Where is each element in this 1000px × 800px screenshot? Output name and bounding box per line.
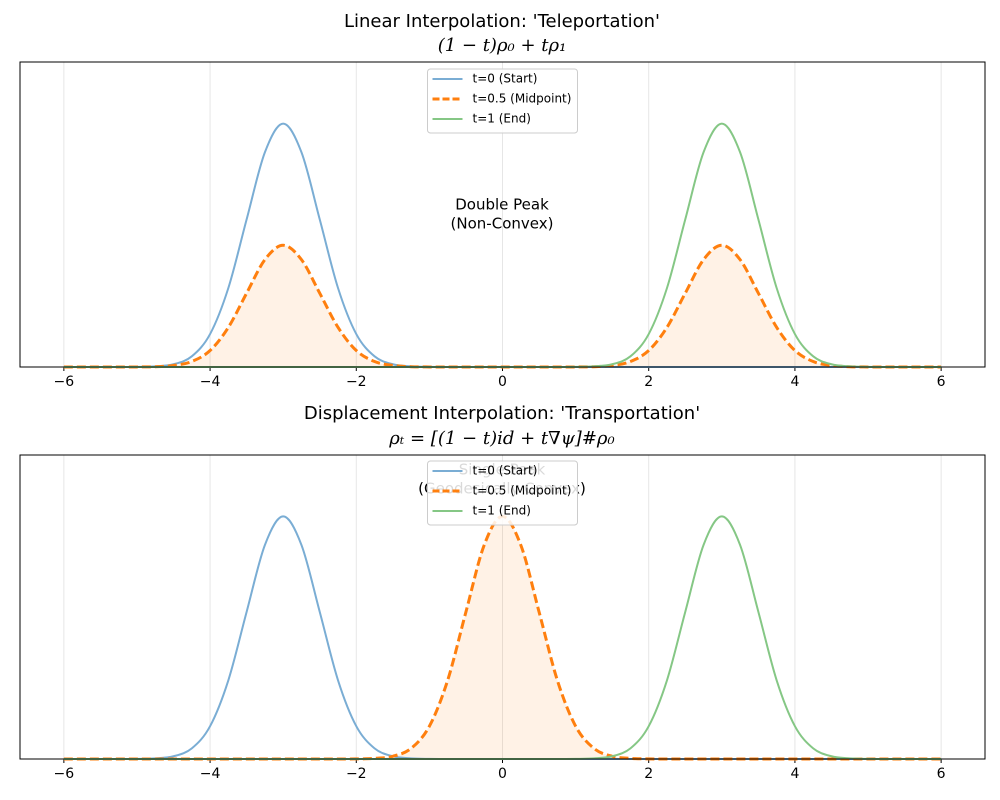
chart-subtitle: (1 − t)ρ₀ + tρ₁ — [438, 35, 567, 56]
x-tick-label: 4 — [790, 766, 799, 782]
x-tick-label: 2 — [644, 766, 653, 782]
legend-label: t=1 (End) — [473, 504, 531, 518]
legend-label: t=0 (Start) — [473, 464, 538, 478]
legend-label: t=0.5 (Midpoint) — [473, 484, 572, 498]
area — [63, 516, 942, 760]
x-tick-label: 4 — [790, 374, 799, 390]
x-tick-label: −4 — [200, 766, 221, 782]
chart-title: Displacement Interpolation: 'Transportat… — [304, 403, 700, 424]
x-tick-label: 0 — [498, 374, 507, 390]
legend-label: t=1 (End) — [473, 112, 531, 126]
annotation: (Non-Convex) — [451, 215, 554, 233]
x-tick-label: 6 — [937, 766, 946, 782]
axes-frame — [19, 61, 986, 368]
legend-box — [427, 68, 578, 134]
legend-box — [427, 460, 578, 526]
x-tick-label: 6 — [937, 374, 946, 390]
x-tick-label: −6 — [54, 374, 75, 390]
annotation: Double Peak — [455, 196, 549, 214]
x-tick-label: −4 — [200, 374, 221, 390]
legend-label: t=0 (Start) — [473, 72, 538, 86]
axes-frame — [19, 454, 986, 760]
x-tick-label: −6 — [54, 766, 75, 782]
chart-subtitle: ρₜ = [(1 − t)id + t∇ψ]#ρ₀ — [388, 428, 614, 449]
x-tick-label: −2 — [346, 766, 367, 782]
chart-title: Linear Interpolation: 'Teleportation' — [344, 11, 660, 32]
x-tick-label: −2 — [346, 374, 367, 390]
x-tick-label: 2 — [644, 374, 653, 390]
legend-label: t=0.5 (Midpoint) — [473, 92, 572, 106]
x-tick-label: 0 — [498, 766, 507, 782]
area — [63, 245, 942, 368]
